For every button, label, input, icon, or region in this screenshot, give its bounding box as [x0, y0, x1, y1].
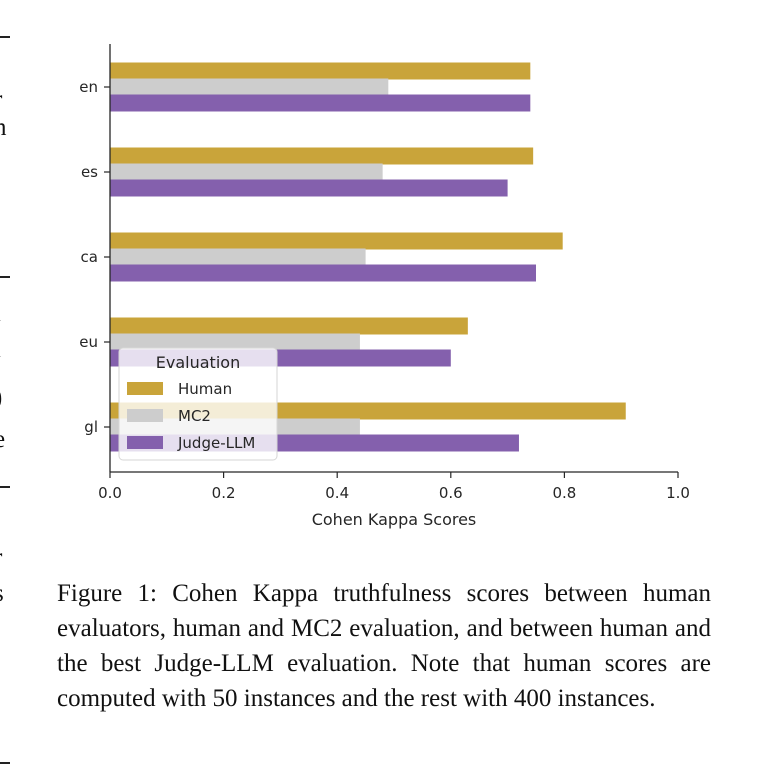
- bar-mc2-eu: [110, 333, 360, 351]
- x-tick-label: 0.2: [212, 484, 236, 502]
- legend-label-human: Human: [178, 380, 232, 398]
- legend-items: Human MC2 Judge-LLM: [127, 380, 255, 452]
- y-tick-label: gl: [84, 418, 98, 436]
- margin-text-fragment: n: [0, 114, 7, 141]
- bar-human-es: [110, 147, 534, 165]
- legend-swatch-judge-llm: [127, 436, 163, 449]
- y-tick-label: eu: [79, 333, 98, 351]
- margin-text-fragment: r: [0, 82, 12, 117]
- margin-text-fragment: ,: [0, 502, 12, 537]
- margin-text-fragment: ): [0, 380, 12, 415]
- margin-rule: [0, 486, 10, 488]
- figure-caption: Figure 1: Cohen Kappa truthfulness score…: [57, 580, 711, 712]
- bar-judge-llm-es: [110, 179, 508, 197]
- bar-mc2-es: [110, 163, 383, 181]
- bar-human-eu: [110, 317, 468, 335]
- legend-label-judge-llm: Judge-LLM: [177, 434, 255, 452]
- x-tick-label: 0.8: [552, 484, 576, 502]
- legend-swatch-mc2: [127, 409, 163, 422]
- margin-rule: [0, 762, 10, 764]
- y-ticks-group: en es ca eu gl: [79, 78, 110, 436]
- y-tick-label: en: [79, 78, 98, 96]
- margin-rule: [0, 36, 10, 38]
- legend-title: Evaluation: [156, 353, 240, 372]
- x-tick-label: 0.0: [98, 484, 122, 502]
- margin-text-fragment: l: [0, 296, 12, 331]
- x-axis-title: Cohen Kappa Scores: [312, 510, 477, 529]
- legend-label-mc2: MC2: [178, 407, 211, 425]
- margin-text-fragment: r: [0, 540, 12, 575]
- bar-judge-llm-en: [110, 94, 531, 112]
- legend-swatch-human: [127, 382, 163, 395]
- y-tick-label: ca: [81, 248, 98, 266]
- x-tick-label: 0.4: [325, 484, 349, 502]
- x-ticks-group: 0.0 0.2 0.4 0.6 0.8 1.0: [98, 472, 690, 502]
- bar-mc2-en: [110, 78, 389, 96]
- margin-rule: [0, 276, 10, 278]
- legend-frame: [118, 347, 278, 461]
- bar-chart: 0.0 0.2 0.4 0.6 0.8 1.0 en es ca eu gl Cohen Kapp…: [79, 44, 690, 529]
- bar-human-en: [110, 62, 531, 80]
- x-tick-label: 1.0: [666, 484, 690, 502]
- bar-judge-llm-ca: [110, 264, 536, 282]
- margin-text-fragment: e: [0, 422, 12, 457]
- y-tick-label: es: [81, 163, 98, 181]
- legend: Evaluation Human MC2 Judge-LLM: [118, 347, 278, 461]
- bar-human-ca: [110, 232, 563, 250]
- x-tick-label: 0.6: [439, 484, 463, 502]
- margin-text-fragment: s: [0, 576, 12, 611]
- bar-mc2-ca: [110, 248, 366, 266]
- margin-text-fragment: l: [0, 332, 12, 367]
